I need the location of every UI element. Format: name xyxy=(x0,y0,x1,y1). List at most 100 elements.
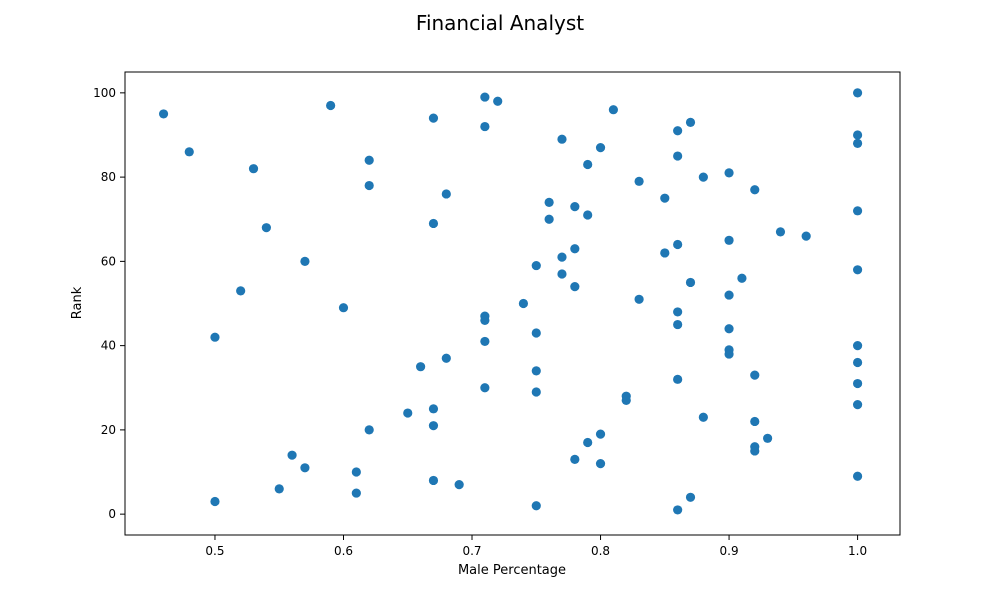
data-point xyxy=(852,341,863,351)
y-axis-label: Rank xyxy=(70,286,85,319)
data-point xyxy=(852,471,863,481)
data-point xyxy=(595,143,606,153)
data-point xyxy=(428,218,439,229)
data-point xyxy=(852,206,863,216)
data-point xyxy=(364,180,374,191)
data-point xyxy=(685,117,696,127)
chart-title: Financial Analyst xyxy=(416,11,584,35)
data-point xyxy=(852,378,863,389)
data-point xyxy=(441,189,451,199)
x-tick-label: 0.6 xyxy=(334,544,353,558)
data-point xyxy=(608,105,618,115)
data-point xyxy=(660,193,670,203)
y-tick-label: 20 xyxy=(101,423,116,437)
x-tick-label: 0.8 xyxy=(591,544,610,558)
data-point xyxy=(698,172,708,182)
data-point xyxy=(531,366,541,376)
data-point xyxy=(531,260,541,271)
data-point xyxy=(557,134,567,144)
data-point xyxy=(673,239,683,250)
data-point xyxy=(300,463,310,473)
data-point xyxy=(364,425,374,435)
data-point xyxy=(685,492,696,502)
data-point xyxy=(441,353,451,363)
data-point xyxy=(595,458,606,469)
data-point xyxy=(673,374,683,384)
data-point xyxy=(326,100,336,111)
data-point xyxy=(724,235,734,245)
data-point xyxy=(364,155,374,165)
y-tick-label: 0 xyxy=(108,507,116,521)
data-point xyxy=(416,362,426,372)
x-tick-label: 0.5 xyxy=(205,544,224,558)
data-point xyxy=(673,505,683,515)
data-point xyxy=(480,121,490,132)
data-point xyxy=(351,488,361,498)
y-tick-label: 100 xyxy=(93,86,116,100)
data-point xyxy=(660,248,670,258)
data-point xyxy=(428,404,439,414)
data-point xyxy=(184,147,194,157)
data-point xyxy=(724,290,734,300)
data-point xyxy=(698,412,708,422)
data-point xyxy=(403,408,413,418)
data-point xyxy=(852,357,863,368)
data-point xyxy=(351,467,361,477)
data-point xyxy=(300,256,310,266)
data-point xyxy=(724,349,734,359)
data-point xyxy=(724,168,734,178)
data-point xyxy=(570,282,580,292)
data-point xyxy=(158,109,169,119)
y-tick-label: 80 xyxy=(101,170,116,184)
data-point xyxy=(750,185,760,195)
data-point xyxy=(428,113,439,123)
y-axis-ticks: 0 20 40 60 80 100 xyxy=(93,86,125,521)
data-point xyxy=(673,151,683,161)
data-point xyxy=(531,387,541,397)
data-point xyxy=(583,159,593,170)
plot-frame xyxy=(124,71,901,536)
data-point xyxy=(750,446,760,456)
data-point xyxy=(557,252,567,262)
data-point xyxy=(480,315,490,325)
data-point xyxy=(261,223,271,233)
x-tick-label: 0.9 xyxy=(720,544,739,558)
data-point xyxy=(570,454,580,464)
data-point xyxy=(737,273,747,283)
data-point xyxy=(852,138,863,149)
data-point xyxy=(724,324,734,334)
data-point xyxy=(621,395,631,405)
data-point xyxy=(673,307,683,317)
data-point xyxy=(274,484,284,494)
data-point xyxy=(750,370,760,380)
data-point xyxy=(775,227,786,237)
data-point xyxy=(210,496,220,507)
data-point xyxy=(634,294,644,304)
data-point xyxy=(595,429,606,439)
data-point xyxy=(480,336,490,347)
data-point xyxy=(210,332,220,342)
data-point xyxy=(852,130,863,140)
data-point xyxy=(673,319,683,330)
x-axis-label: Male Percentage xyxy=(458,563,566,578)
x-tick-label: 0.7 xyxy=(462,544,481,558)
data-point xyxy=(801,231,811,241)
data-point xyxy=(583,437,593,448)
data-point xyxy=(685,277,696,288)
data-point xyxy=(763,433,773,443)
data-point xyxy=(493,96,503,106)
data-point xyxy=(287,450,297,460)
data-point xyxy=(750,416,760,427)
data-point xyxy=(480,383,490,393)
data-point xyxy=(583,210,593,220)
data-point xyxy=(634,176,644,186)
x-tick-label: 1.0 xyxy=(848,544,867,558)
data-point xyxy=(428,475,439,486)
points-layer xyxy=(158,88,863,515)
data-point xyxy=(480,92,490,102)
data-point xyxy=(518,298,529,309)
data-point xyxy=(557,269,567,279)
x-axis-ticks: 0.5 0.6 0.7 0.8 0.9 1.0 xyxy=(205,535,867,558)
data-point xyxy=(852,265,863,275)
